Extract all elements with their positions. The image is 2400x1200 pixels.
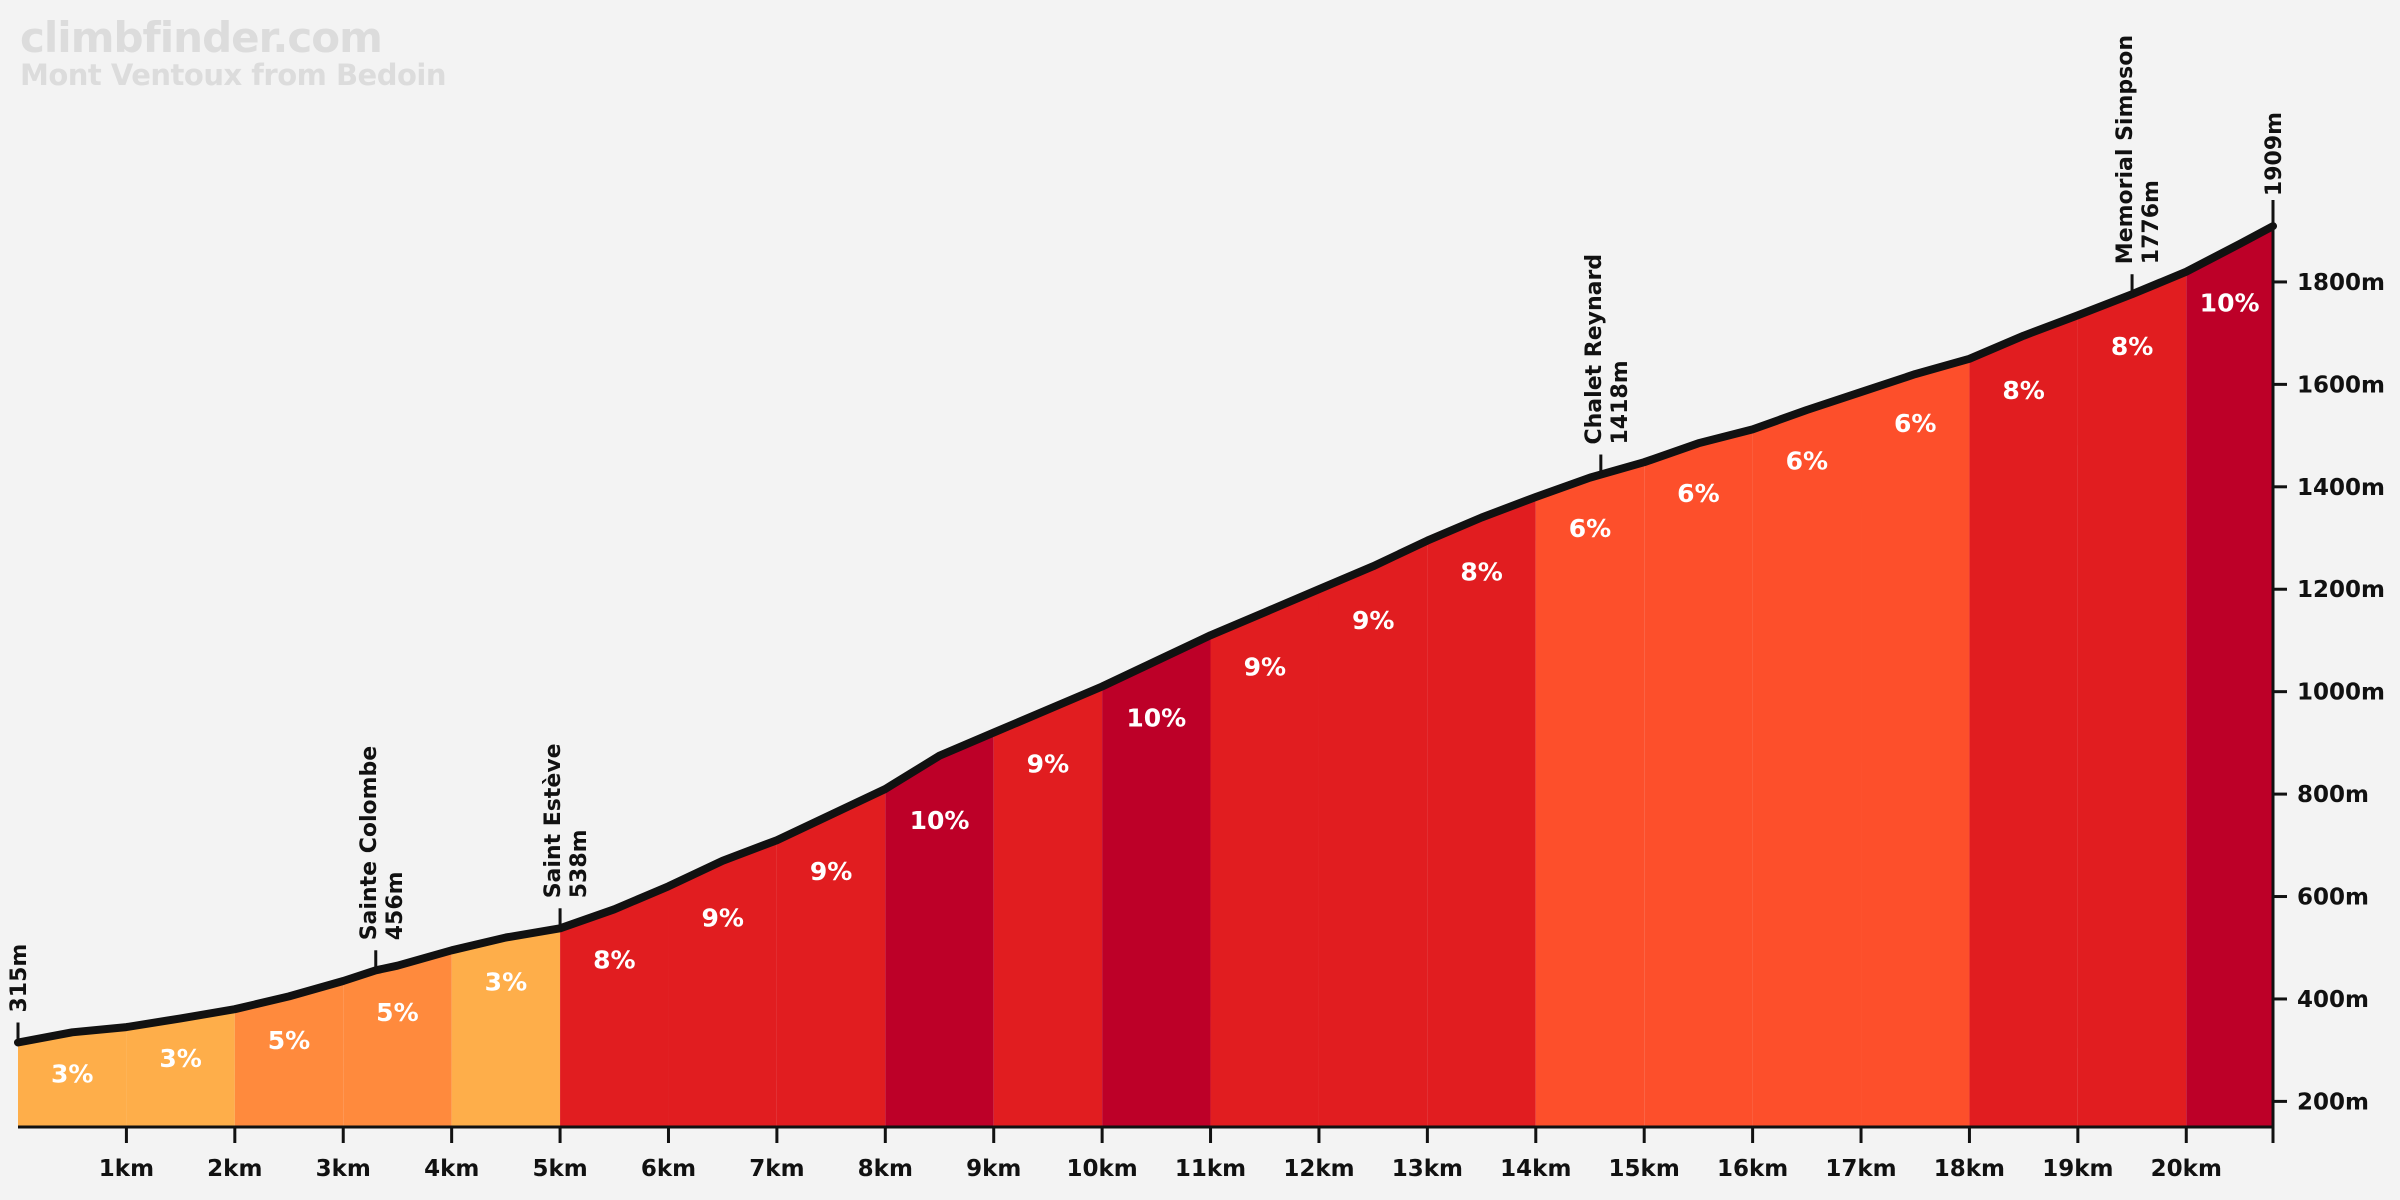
y-tick-label: 800m — [2297, 782, 2369, 808]
gradient-label: 8% — [2002, 376, 2044, 405]
x-tick-label: 1km — [99, 1156, 154, 1182]
gradient-segment — [343, 950, 452, 1127]
gradient-label: 3% — [51, 1060, 93, 1089]
gradient-segment — [1210, 589, 1319, 1127]
gradient-label: 8% — [2111, 332, 2153, 361]
gradient-segment — [1861, 358, 1970, 1127]
gradient-label: 9% — [1027, 750, 1069, 779]
y-tick-label: 1600m — [2297, 372, 2385, 398]
x-tick-label: 7km — [749, 1156, 804, 1182]
landmark-elevation: 456m — [383, 871, 408, 940]
x-tick-label: 9km — [966, 1156, 1021, 1182]
gradient-segment — [1752, 392, 1862, 1128]
x-tick-label: 6km — [641, 1156, 696, 1182]
landmark-name: Sainte Colombe — [357, 746, 382, 941]
landmarks: 315m Sainte Colombe 456m Saint Estève 538m Ch… — [7, 35, 2287, 1043]
landmark-label: Sainte Colombe 456m — [357, 746, 408, 941]
x-tick-label: 19km — [2042, 1156, 2113, 1182]
gradient-label: 10% — [2200, 289, 2260, 318]
gradient-segment — [1318, 540, 1428, 1127]
gradient-label: 5% — [268, 1026, 310, 1055]
gradient-label: 9% — [1244, 652, 1286, 681]
gradient-segment — [2077, 271, 2187, 1127]
x-tick-label: 20km — [2151, 1156, 2222, 1182]
landmark-elevation: 1418m — [1608, 360, 1633, 444]
landmark-elevation: 1909m — [2262, 112, 2287, 196]
x-tick-label: 4km — [424, 1156, 479, 1182]
gradient-segment — [885, 732, 994, 1127]
gradient-segments — [18, 226, 2273, 1128]
gradient-label: 8% — [593, 945, 635, 974]
landmark-name: Chalet Reynard — [1582, 254, 1607, 445]
landmark-label: Chalet Reynard 1418m — [1582, 254, 1633, 445]
x-tick-label: 3km — [316, 1156, 371, 1182]
gradient-label: 6% — [1786, 446, 1828, 475]
y-tick-label: 1000m — [2297, 680, 2385, 706]
gradient-label: 6% — [1569, 514, 1611, 543]
landmark-name: Saint Estève — [541, 743, 566, 898]
x-tick-label: 12km — [1283, 1156, 1354, 1182]
x-tick-label: 10km — [1066, 1156, 1137, 1182]
gradient-label: 9% — [810, 857, 852, 886]
y-tick-label: 400m — [2297, 987, 2369, 1013]
gradient-segment — [126, 1009, 235, 1127]
gradient-segment — [1535, 462, 1645, 1127]
y-axis: 200m 400m 600m 800m 1000m 1200m 1400m 1600m 1800… — [2271, 200, 2385, 1127]
landmark-name: Memorial Simpson — [2113, 35, 2138, 264]
x-tick-label: 17km — [1825, 1156, 1896, 1182]
y-tick-label: 1800m — [2297, 270, 2385, 296]
gradient-segment — [451, 928, 561, 1127]
landmark-elevation: 538m — [567, 829, 592, 898]
y-tick-label: 1400m — [2297, 475, 2385, 501]
y-tick-label: 200m — [2297, 1089, 2369, 1115]
x-tick-label: 15km — [1609, 1156, 1680, 1182]
gradient-label: 5% — [376, 998, 418, 1027]
gradient-segment — [2186, 226, 2273, 1128]
y-tick-label: 600m — [2297, 885, 2369, 911]
landmark-label: Saint Estève 538m — [541, 743, 592, 898]
profile-line — [14, 222, 2277, 1047]
x-tick-label: 13km — [1392, 1156, 1463, 1182]
gradient-segment — [1102, 635, 1211, 1127]
gradient-segment — [993, 686, 1103, 1127]
profile-line-group — [14, 222, 2277, 1047]
gradient-segment — [776, 789, 886, 1127]
y-tick-label: 1200m — [2297, 577, 2385, 603]
climb-subtitle: Mont Ventoux from Bedoin — [20, 58, 447, 93]
x-tick-label: 16km — [1717, 1156, 1788, 1182]
brand-watermark: climbfinder.com Mont Ventoux from Bedoin — [20, 13, 447, 93]
x-tick-label: 11km — [1175, 1156, 1246, 1182]
gradient-segment — [560, 886, 669, 1127]
landmark-label: Memorial Simpson 1776m — [2113, 35, 2164, 264]
x-tick-label: 2km — [207, 1156, 262, 1182]
gradient-segment — [668, 840, 777, 1127]
x-tick-label: 18km — [1934, 1156, 2005, 1182]
landmark-elevation: 315m — [7, 944, 32, 1013]
x-tick-label: 8km — [858, 1156, 913, 1182]
gradient-label: 10% — [910, 806, 970, 835]
x-axis: 1km 2km 3km 4km 5km 6km 7km 8km 9km 10km 11km 12km 1… — [18, 1125, 2275, 1182]
landmark-elevation: 1776m — [2139, 180, 2164, 264]
gradient-segment — [1427, 497, 1536, 1127]
gradient-label: 9% — [701, 903, 743, 932]
gradient-segment — [18, 1027, 127, 1127]
x-tick-label: 14km — [1500, 1156, 1571, 1182]
gradient-segment — [1969, 315, 2078, 1127]
landmark-label: 1909m — [2262, 112, 2287, 196]
gradient-label: 6% — [1894, 409, 1936, 438]
landmark-label: 315m — [7, 944, 32, 1013]
gradient-segment — [1644, 429, 1753, 1127]
gradient-label: 9% — [1352, 606, 1394, 635]
gradient-label: 6% — [1677, 479, 1719, 508]
gradient-label: 8% — [1460, 558, 1502, 587]
site-name: climbfinder.com — [20, 13, 383, 62]
gradient-labels: 3% 3% 5% 5% 3% 8% 9% 9% 10% 9% 10% 9% 9% 8% 6% 6% 6% 6% 8%… — [51, 289, 2260, 1089]
x-tick-label: 5km — [532, 1156, 587, 1182]
gradient-label: 10% — [1126, 704, 1186, 733]
gradient-label: 3% — [159, 1044, 201, 1073]
gradient-segment — [234, 981, 344, 1127]
gradient-label: 3% — [485, 967, 527, 996]
